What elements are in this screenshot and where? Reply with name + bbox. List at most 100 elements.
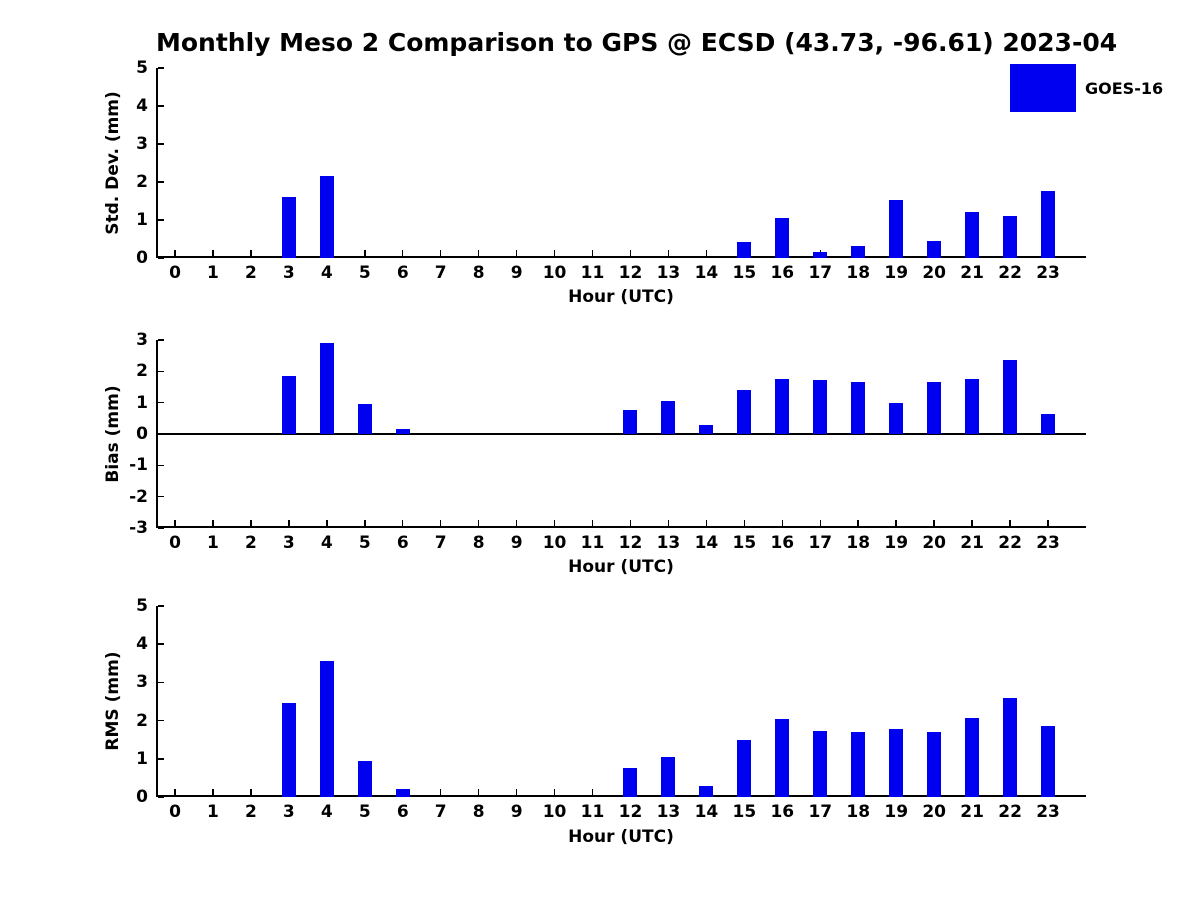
x-tick-label: 9 [510, 263, 523, 283]
x-tick-label: 1 [207, 802, 219, 822]
x-tick [515, 789, 518, 795]
x-tick-label: 4 [320, 263, 333, 283]
x-tick-label: 11 [580, 263, 605, 283]
x-tick [781, 520, 784, 526]
x-tick [705, 520, 708, 526]
x-tick-label: 10 [542, 533, 567, 553]
bar-hour-20 [927, 240, 942, 258]
x-tick [477, 789, 480, 795]
bias-chart: -3 -2 -1 0 1 2 3 0 1 2 3 4 5 6 7 8 9 10 11 12 13 14 15 16 17 18 19… [129, 330, 1086, 553]
y-tick [158, 370, 164, 373]
y-tick [158, 143, 164, 145]
x-tick-label: 12 [618, 802, 643, 822]
x-tick-label: 0 [169, 263, 181, 283]
x-tick-label: 10 [542, 802, 567, 822]
bar-hour-23 [1041, 413, 1056, 434]
x-tick-label: 3 [282, 802, 295, 822]
bar-hour-19 [889, 729, 904, 797]
x-tick [401, 520, 404, 526]
x-tick-label: 2 [244, 263, 257, 283]
x-tick-label: 6 [396, 263, 409, 283]
rms-chart: 0 1 2 3 4 5 0 1 2 3 4 5 6 7 8 9 10 11 12 13 14 15 16 17 18 19 20 21… [136, 596, 1086, 822]
x-tick-label: 5 [358, 802, 371, 822]
x-tick [364, 520, 366, 526]
x-tick-label: 19 [884, 263, 909, 283]
bar-hour-18 [851, 731, 866, 797]
x-tick-label: 17 [808, 263, 833, 283]
bar-hour-16 [775, 217, 790, 258]
rms-x-axis-label: Hour (UTC) [568, 827, 674, 847]
bar-hour-17 [813, 730, 828, 797]
bar-hour-19 [889, 403, 904, 434]
x-tick-label: 3 [282, 263, 295, 283]
y-tick-label: 4 [136, 634, 148, 655]
y-tick-label: 0 [136, 248, 148, 268]
y-tick-label: 4 [136, 96, 148, 116]
x-axis-spine [156, 795, 1086, 797]
x-tick-label: 13 [656, 802, 681, 822]
bias-y-axis-label: Bias (mm) [103, 385, 123, 483]
x-axis-spine [156, 526, 1086, 528]
x-tick [477, 250, 480, 256]
x-tick [1047, 520, 1049, 526]
y-tick [158, 758, 164, 760]
x-tick-label: 3 [282, 533, 295, 553]
y-tick [158, 796, 164, 798]
x-tick-label: 7 [434, 533, 447, 553]
y-tick-label: 5 [136, 58, 148, 78]
x-tick-label: 12 [618, 533, 643, 553]
bar-hour-17 [813, 252, 828, 258]
y-tick-label: 0 [136, 424, 148, 444]
x-tick [174, 789, 176, 795]
x-tick [933, 520, 935, 526]
x-tick-label: 17 [808, 533, 833, 553]
x-tick-label: 13 [656, 263, 681, 283]
x-tick-label: 8 [472, 802, 485, 822]
bar-hour-15 [737, 241, 752, 258]
x-tick [174, 250, 176, 256]
y-tick-label: 1 [136, 748, 148, 769]
legend: GOES-16 [1010, 64, 1163, 112]
y-tick [158, 719, 164, 722]
x-tick [629, 250, 632, 256]
y-tick-label: 5 [136, 596, 148, 616]
x-tick-label: 7 [434, 263, 447, 283]
x-tick-label: 11 [580, 802, 605, 822]
y-tick [158, 681, 164, 684]
bar-hour-23 [1041, 726, 1056, 797]
x-tick [515, 520, 518, 526]
y-tick [158, 401, 164, 404]
x-tick-label: 1 [207, 263, 219, 283]
x-tick [743, 520, 746, 526]
legend-color-swatch [1010, 64, 1076, 112]
x-tick-label: 0 [169, 802, 181, 822]
y-tick-label: 2 [136, 361, 148, 382]
y-tick-label: 2 [136, 710, 148, 731]
zero-baseline [156, 433, 1086, 435]
x-tick-label: 19 [884, 533, 909, 553]
y-tick-label: 3 [136, 330, 148, 350]
x-tick-label: 5 [358, 263, 371, 283]
x-tick [1009, 520, 1011, 526]
x-tick [895, 520, 897, 526]
x-tick [212, 520, 214, 526]
bar-hour-15 [737, 740, 752, 797]
y-axis-spine [156, 606, 158, 797]
x-tick-label: 9 [510, 533, 523, 553]
bar-hour-12 [623, 767, 638, 797]
x-tick-label: 19 [884, 802, 909, 822]
x-axis-spine [156, 256, 1086, 258]
y-tick [158, 495, 164, 498]
x-tick [439, 520, 442, 526]
bar-hour-13 [661, 401, 676, 434]
x-tick-label: 8 [472, 533, 485, 553]
x-tick [288, 520, 290, 526]
bar-hour-3 [281, 376, 296, 434]
y-tick [158, 67, 164, 69]
x-tick-label: 20 [922, 802, 946, 822]
x-tick [553, 520, 556, 526]
bar-hour-16 [775, 378, 790, 434]
x-tick-label: 18 [846, 533, 871, 553]
x-tick-label: 7 [434, 802, 447, 822]
